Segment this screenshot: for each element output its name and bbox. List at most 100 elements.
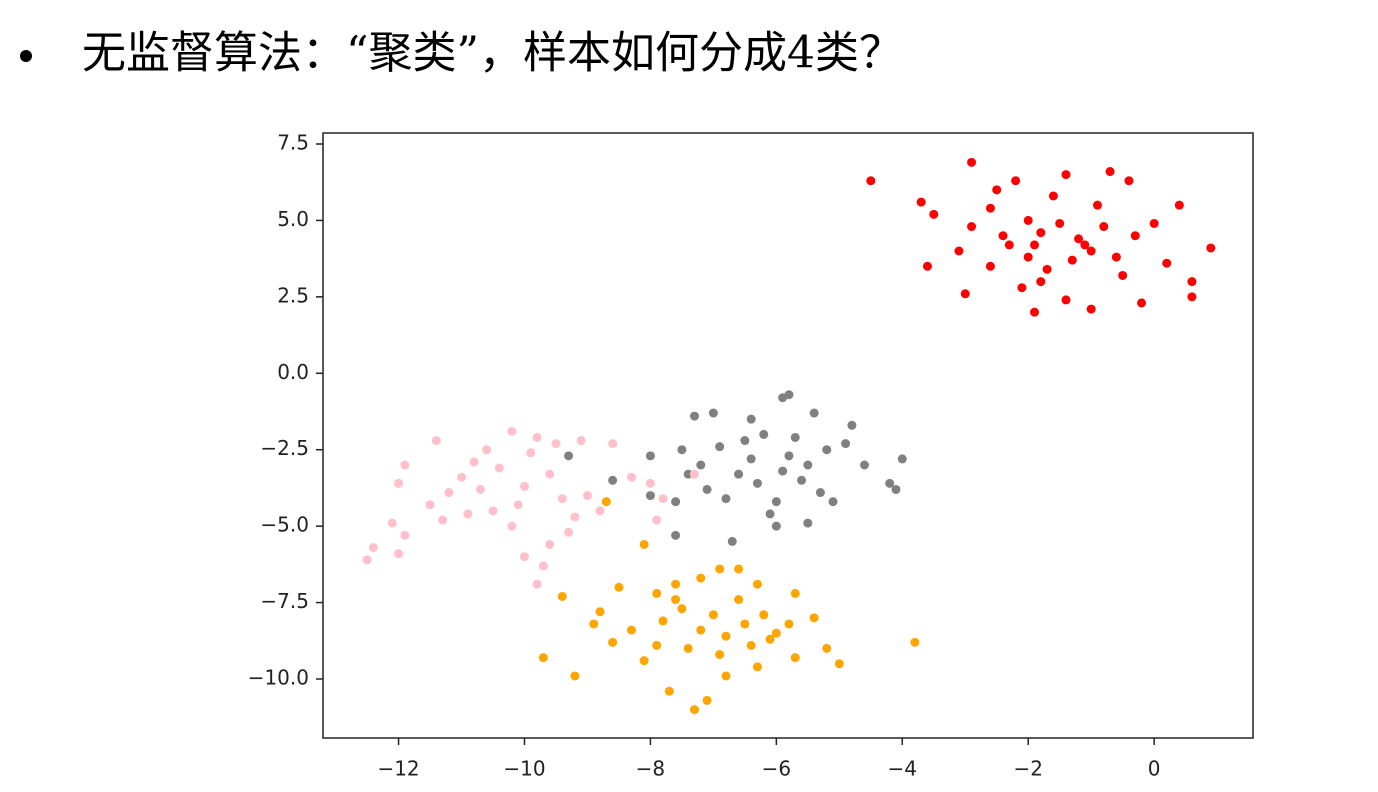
- point: [570, 512, 580, 522]
- point: [601, 497, 611, 507]
- point: [639, 656, 649, 666]
- point: [860, 460, 870, 470]
- point: [721, 494, 731, 504]
- point: [507, 521, 517, 531]
- point: [425, 500, 435, 510]
- point: [582, 491, 592, 501]
- x-tick-label: −4: [888, 757, 917, 781]
- point: [526, 448, 536, 458]
- point: [734, 595, 744, 605]
- point: [507, 426, 517, 436]
- point: [627, 472, 637, 482]
- y-tick-label: −7.5: [260, 589, 309, 613]
- point: [463, 509, 473, 519]
- point: [1086, 246, 1096, 256]
- point: [1036, 277, 1046, 287]
- point: [1048, 191, 1058, 201]
- point: [627, 625, 637, 635]
- point: [740, 619, 750, 629]
- point: [394, 478, 404, 488]
- point: [967, 222, 977, 232]
- point: [652, 515, 662, 525]
- point: [765, 509, 775, 519]
- point: [1017, 283, 1027, 293]
- point: [689, 469, 699, 479]
- point: [1092, 200, 1102, 210]
- point: [752, 662, 762, 672]
- point: [1086, 304, 1096, 314]
- point: [740, 436, 750, 446]
- y-tick-label: 0.0: [277, 360, 309, 384]
- point: [494, 463, 504, 473]
- point: [564, 527, 574, 537]
- point: [992, 185, 1002, 195]
- point: [658, 494, 668, 504]
- point: [885, 478, 895, 488]
- point: [1206, 243, 1216, 253]
- point: [519, 481, 529, 491]
- point: [746, 640, 756, 650]
- point: [1061, 170, 1071, 180]
- point: [576, 436, 586, 446]
- x-tick-label: −8: [636, 757, 665, 781]
- y-tick-label: −10.0: [248, 665, 309, 689]
- y-tick-label: 7.5: [277, 131, 309, 155]
- point: [400, 530, 410, 540]
- point: [734, 469, 744, 479]
- point: [564, 451, 574, 461]
- point: [1118, 270, 1128, 280]
- point: [683, 469, 693, 479]
- point: [1036, 228, 1046, 238]
- point: [708, 610, 718, 620]
- point: [639, 539, 649, 549]
- point: [671, 530, 681, 540]
- point: [608, 475, 618, 485]
- point: [1023, 252, 1033, 262]
- point: [841, 439, 851, 449]
- point: [778, 466, 788, 476]
- point: [1080, 240, 1090, 250]
- point: [822, 643, 832, 653]
- point: [790, 432, 800, 442]
- point: [809, 613, 819, 623]
- point: [1067, 255, 1077, 265]
- heading: 无监督算法：“聚类”，样本如何分成4类？: [82, 28, 903, 79]
- y-tick-label: −2.5: [260, 436, 309, 460]
- point: [822, 445, 832, 455]
- point: [1124, 176, 1134, 186]
- point: [809, 408, 819, 418]
- point: [803, 460, 813, 470]
- point: [715, 442, 725, 452]
- point: [513, 500, 523, 510]
- point: [746, 414, 756, 424]
- point: [1187, 292, 1197, 302]
- point: [778, 393, 788, 403]
- point: [1042, 264, 1052, 274]
- point: [608, 439, 618, 449]
- point: [400, 460, 410, 470]
- point: [1023, 215, 1033, 225]
- point: [595, 506, 605, 516]
- point: [683, 643, 693, 653]
- point: [771, 497, 781, 507]
- point: [752, 478, 762, 488]
- point: [457, 472, 467, 482]
- point: [1187, 277, 1197, 287]
- point: [1105, 167, 1115, 177]
- bullet: [20, 50, 32, 62]
- point: [652, 588, 662, 598]
- point: [784, 619, 794, 629]
- point: [689, 705, 699, 715]
- point: [1074, 234, 1084, 244]
- point: [394, 549, 404, 559]
- point: [570, 671, 580, 681]
- point: [438, 515, 448, 525]
- point: [759, 610, 769, 620]
- point: [803, 518, 813, 528]
- plot-frame: [322, 132, 1254, 739]
- point: [922, 261, 932, 271]
- point: [538, 561, 548, 571]
- point: [671, 579, 681, 589]
- point: [715, 564, 725, 574]
